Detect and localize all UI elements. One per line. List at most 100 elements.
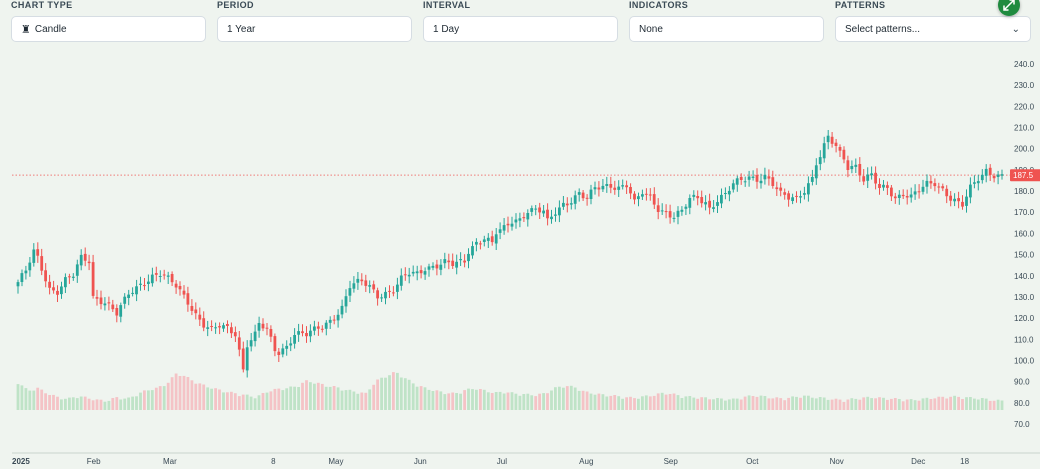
candle-body <box>838 147 842 151</box>
candle-body <box>285 345 289 349</box>
volume-bar <box>427 389 431 410</box>
candle-body <box>150 274 154 284</box>
y-tick-label: 80.0 <box>1014 399 1030 408</box>
candle-body <box>166 275 170 277</box>
volume-bar <box>348 389 352 410</box>
candle-body <box>455 261 458 268</box>
volume-bar <box>455 393 458 410</box>
candle-body <box>399 275 403 286</box>
volume-bar <box>826 399 830 410</box>
candle-body <box>969 184 972 198</box>
volume-bar <box>170 377 174 410</box>
candle-body <box>99 297 103 305</box>
y-tick-label: 130.0 <box>1014 293 1035 302</box>
candle-body <box>64 277 67 288</box>
volume-bar <box>965 397 968 410</box>
candle-body <box>747 176 751 180</box>
candle-body <box>257 323 261 331</box>
volume-bar <box>482 389 486 410</box>
volume-bar <box>309 382 312 410</box>
period-select[interactable]: 1 Year <box>217 16 412 42</box>
volume-bar <box>585 391 589 410</box>
candle-body <box>182 290 186 295</box>
volume-bar <box>957 396 960 410</box>
volume-bar <box>273 388 277 410</box>
candle-body <box>965 196 968 206</box>
candle-body <box>479 243 482 245</box>
candle-body <box>731 183 735 190</box>
volume-bar <box>202 384 206 410</box>
volume-bar <box>79 396 83 410</box>
candle-body <box>554 214 557 216</box>
expand-button[interactable] <box>998 0 1020 16</box>
patterns-select[interactable]: Select patterns... ⌄ <box>835 16 1031 42</box>
volume-bar <box>870 398 873 410</box>
volume-bar <box>502 393 506 410</box>
candle-body <box>601 185 605 190</box>
candle-body <box>949 195 952 201</box>
volume-bar <box>498 391 502 410</box>
volume-bar <box>83 396 87 410</box>
volume-bar <box>44 393 47 410</box>
volume-bar <box>518 395 522 410</box>
volume-bar <box>988 400 992 410</box>
volume-bar <box>320 383 324 410</box>
candle-body <box>214 327 217 329</box>
candle-body <box>988 167 992 175</box>
volume-bar <box>368 389 372 410</box>
interval-select[interactable]: 1 Day <box>423 16 618 42</box>
candle-body <box>996 174 1000 177</box>
volume-bar <box>154 387 158 410</box>
indicators-select[interactable]: None <box>629 16 824 42</box>
volume-bar <box>36 387 40 410</box>
candle-body <box>546 209 549 219</box>
volume-bar <box>162 386 166 410</box>
candle-body <box>755 175 759 182</box>
volume-bar <box>419 386 423 410</box>
candle-body <box>637 196 640 200</box>
volume-bar <box>135 396 138 410</box>
period-label: PERIOD <box>217 0 254 10</box>
volume-bar <box>858 399 862 410</box>
indicators-label: INDICATORS <box>629 0 689 10</box>
chart-type-select[interactable]: ♜ Candle <box>11 16 206 42</box>
candle-body <box>372 284 376 290</box>
volume-bar <box>807 395 810 410</box>
candle-body <box>230 327 233 334</box>
volume-bar <box>210 388 213 410</box>
candle-body <box>44 270 47 282</box>
candle-body <box>36 249 40 256</box>
candle-body <box>471 246 474 256</box>
volume-bar <box>803 395 806 410</box>
candle-body <box>854 164 858 167</box>
volume-bar <box>941 396 945 410</box>
candle-body <box>56 290 59 295</box>
candle-body <box>344 296 348 307</box>
y-tick-label: 220.0 <box>1014 102 1035 111</box>
candle-body <box>435 264 439 269</box>
volume-bar <box>593 394 597 410</box>
volume-bar <box>609 395 613 410</box>
candle-body <box>803 193 806 195</box>
volume-bar <box>261 393 265 410</box>
volume-bar <box>692 397 696 410</box>
volume-bar <box>973 398 976 410</box>
price-chart[interactable]: 70.0 80.0 90.0 100.0 110.0 120.0 130.0 140.0 150… <box>0 48 1040 469</box>
interval-label: INTERVAL <box>423 0 471 10</box>
candle-body <box>941 186 945 189</box>
candle-body <box>901 194 905 197</box>
candle-body <box>392 292 395 294</box>
candle-body <box>767 176 771 179</box>
volume-bar <box>99 399 103 410</box>
candle-body <box>502 225 506 231</box>
candle-body <box>336 314 340 321</box>
candle-body <box>364 280 368 286</box>
volume-bar <box>139 392 142 410</box>
volume-bar <box>127 397 130 410</box>
candle-body <box>652 194 656 205</box>
volume-bar <box>874 398 877 410</box>
volume-bar <box>953 395 956 410</box>
volume-bar <box>237 396 241 410</box>
candle-body <box>874 172 877 184</box>
candle-body <box>277 351 281 355</box>
